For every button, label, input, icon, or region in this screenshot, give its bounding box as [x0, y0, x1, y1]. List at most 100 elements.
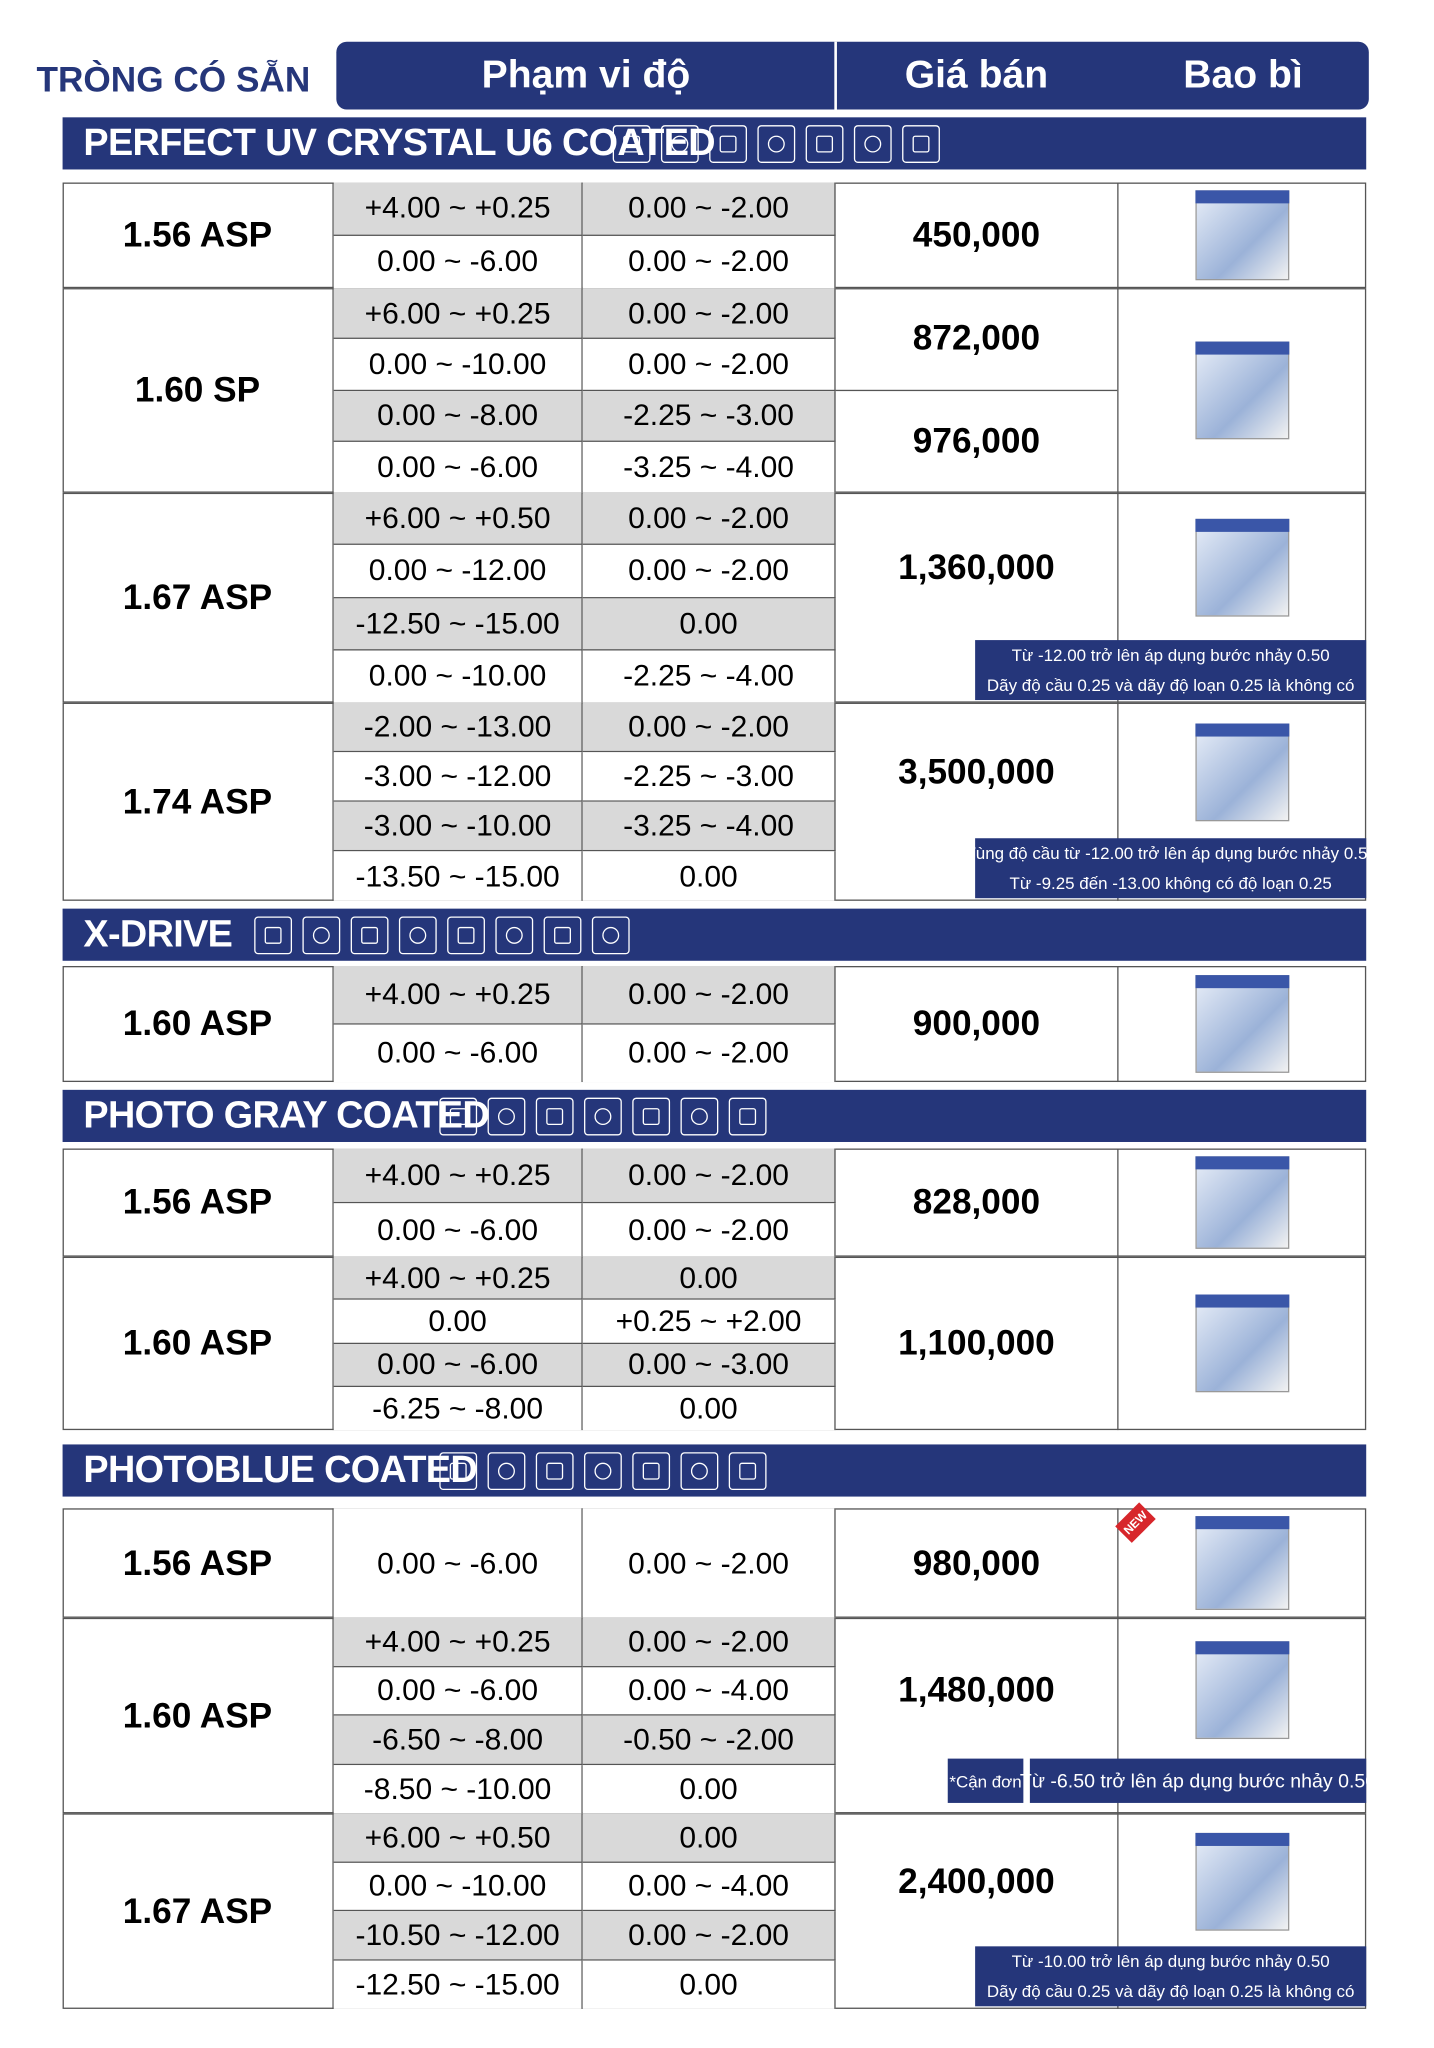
feature-icon	[805, 125, 844, 163]
sphere-range: 0.00 ~ -6.00	[333, 1024, 583, 1083]
package-cell	[1117, 1148, 1366, 1257]
feature-icon-symbol	[739, 1108, 757, 1126]
feature-icon-symbol	[449, 1462, 467, 1480]
section-title: X-DRIVE	[83, 913, 233, 955]
sphere-range: +4.00 ~ +0.25	[333, 1148, 583, 1203]
sphere-range: -6.50 ~ -8.00	[333, 1715, 583, 1765]
feature-icon	[535, 1097, 574, 1136]
feature-icon	[612, 125, 651, 163]
cylinder-range: 0.00 ~ -2.00	[582, 1202, 836, 1257]
cylinder-range: 0.00 ~ -4.00	[582, 1666, 836, 1716]
sphere-range: 0.00 ~ -6.00	[333, 235, 583, 289]
header-bar	[336, 41, 1369, 110]
cylinder-range: +0.25 ~ +2.00	[582, 1300, 836, 1344]
note-box	[975, 838, 1367, 899]
sphere-range: -3.00 ~ -12.00	[333, 752, 583, 802]
sphere-range: -12.50 ~ -15.00	[333, 1960, 583, 2009]
note-line: Dãy độ cầu 0.25 và dãy độ loạn 0.25 là k…	[986, 675, 1355, 695]
feature-icon-symbol	[912, 135, 930, 153]
cylinder-range: 0.00	[582, 597, 836, 651]
note-box	[975, 1946, 1367, 2007]
feature-icon	[439, 1452, 478, 1491]
package-image	[1195, 975, 1290, 1073]
product-name: 1.67 ASP	[63, 492, 334, 703]
package-brand-strip	[1195, 975, 1290, 989]
package-brand-strip	[1195, 1832, 1290, 1846]
feature-icon	[728, 1097, 767, 1136]
feature-icon	[757, 125, 796, 163]
price: 1,100,000	[898, 1323, 1055, 1363]
feature-icon	[254, 916, 293, 955]
sphere-range: +4.00 ~ +0.25	[333, 965, 583, 1025]
feature-icon-symbol	[642, 1108, 660, 1126]
feature-icon-symbol	[457, 926, 475, 944]
sphere-range: -12.50 ~ -15.00	[333, 597, 583, 651]
cylinder-range: 0.00	[582, 851, 836, 901]
feature-icon	[680, 1452, 719, 1491]
feature-icon-symbol	[497, 1462, 515, 1480]
note-line: Từ -10.00 trở lên áp dụng bước nhảy 0.50	[1011, 1951, 1330, 1972]
package-brand-strip	[1195, 341, 1290, 355]
cylinder-range: 0.00	[582, 1813, 836, 1863]
cylinder-range: 0.00	[582, 1386, 836, 1431]
header-divider	[834, 41, 837, 110]
sphere-range: +4.00 ~ +0.25	[333, 182, 583, 236]
sphere-range: 0.00	[333, 1300, 583, 1344]
sphere-range: -6.25 ~ -8.00	[333, 1386, 583, 1431]
section-title: PERFECT UV CRYSTAL U6 COATED	[83, 121, 715, 164]
feature-icon	[853, 125, 892, 163]
cylinder-range: -3.25 ~ -4.00	[582, 441, 836, 493]
sphere-range: 0.00 ~ -10.00	[333, 650, 583, 703]
price: 980,000	[912, 1542, 1041, 1582]
cylinder-range: 0.00 ~ -2.00	[582, 545, 836, 598]
package-image	[1195, 190, 1290, 281]
cylinder-range: 0.00	[582, 1960, 836, 2009]
feature-icon	[495, 916, 534, 955]
package-brand-strip	[1195, 1640, 1290, 1654]
price: 2,400,000	[898, 1860, 1055, 1901]
feature-icon	[709, 125, 747, 163]
sphere-range: -10.50 ~ -12.00	[333, 1911, 583, 1961]
cylinder-range: 0.00 ~ -2.00	[582, 235, 836, 289]
sphere-range: 0.00 ~ -6.00	[333, 1666, 583, 1716]
sphere-range: +4.00 ~ +0.25	[333, 1617, 583, 1667]
feature-icon	[632, 1097, 671, 1136]
feature-icon-symbol	[546, 1462, 564, 1480]
feature-icon-symbol	[739, 1462, 757, 1480]
feature-icon	[535, 1452, 574, 1491]
package-brand-strip	[1195, 518, 1290, 532]
product-name: 1.60 ASP	[63, 1256, 334, 1431]
feature-icon	[350, 916, 389, 955]
package-image	[1195, 1832, 1290, 1931]
header-title: TRÒNG CÓ SẴN	[36, 59, 311, 99]
package-cell	[1117, 1617, 1366, 1814]
sphere-range: 0.00 ~ -10.00	[333, 339, 583, 391]
cylinder-range: -2.25 ~ -4.00	[582, 650, 836, 703]
note-box	[975, 640, 1367, 701]
feature-icon-symbol	[594, 1462, 612, 1480]
package-brand-strip	[1195, 1516, 1290, 1530]
feature-icon-symbol	[623, 135, 641, 153]
cylinder-range: 0.00 ~ -2.00	[582, 1617, 836, 1667]
header-column: Giá bán	[904, 53, 1049, 97]
feature-icon	[584, 1452, 622, 1491]
price: 450,000	[912, 215, 1041, 255]
feature-icon-symbol	[864, 135, 882, 153]
package-cell	[1117, 702, 1366, 901]
sphere-range: -3.00 ~ -10.00	[333, 801, 583, 852]
sphere-range: 0.00 ~ -8.00	[333, 390, 583, 442]
package-brand-strip	[1195, 1294, 1290, 1308]
price: 976,000	[912, 421, 1041, 461]
sphere-range: 0.00 ~ -12.00	[333, 545, 583, 598]
feature-icon-symbol	[546, 1108, 564, 1126]
package-image	[1195, 341, 1290, 440]
cylinder-range: 0.00 ~ -2.00	[582, 1024, 836, 1083]
cylinder-range: -3.25 ~ -4.00	[582, 801, 836, 852]
feature-icon	[302, 916, 341, 955]
feature-icon-symbol	[361, 926, 379, 944]
feature-icon-symbol	[690, 1108, 708, 1126]
package-brand-strip	[1195, 1156, 1290, 1170]
feature-icon	[543, 916, 582, 955]
feature-icon-symbol	[554, 926, 571, 944]
